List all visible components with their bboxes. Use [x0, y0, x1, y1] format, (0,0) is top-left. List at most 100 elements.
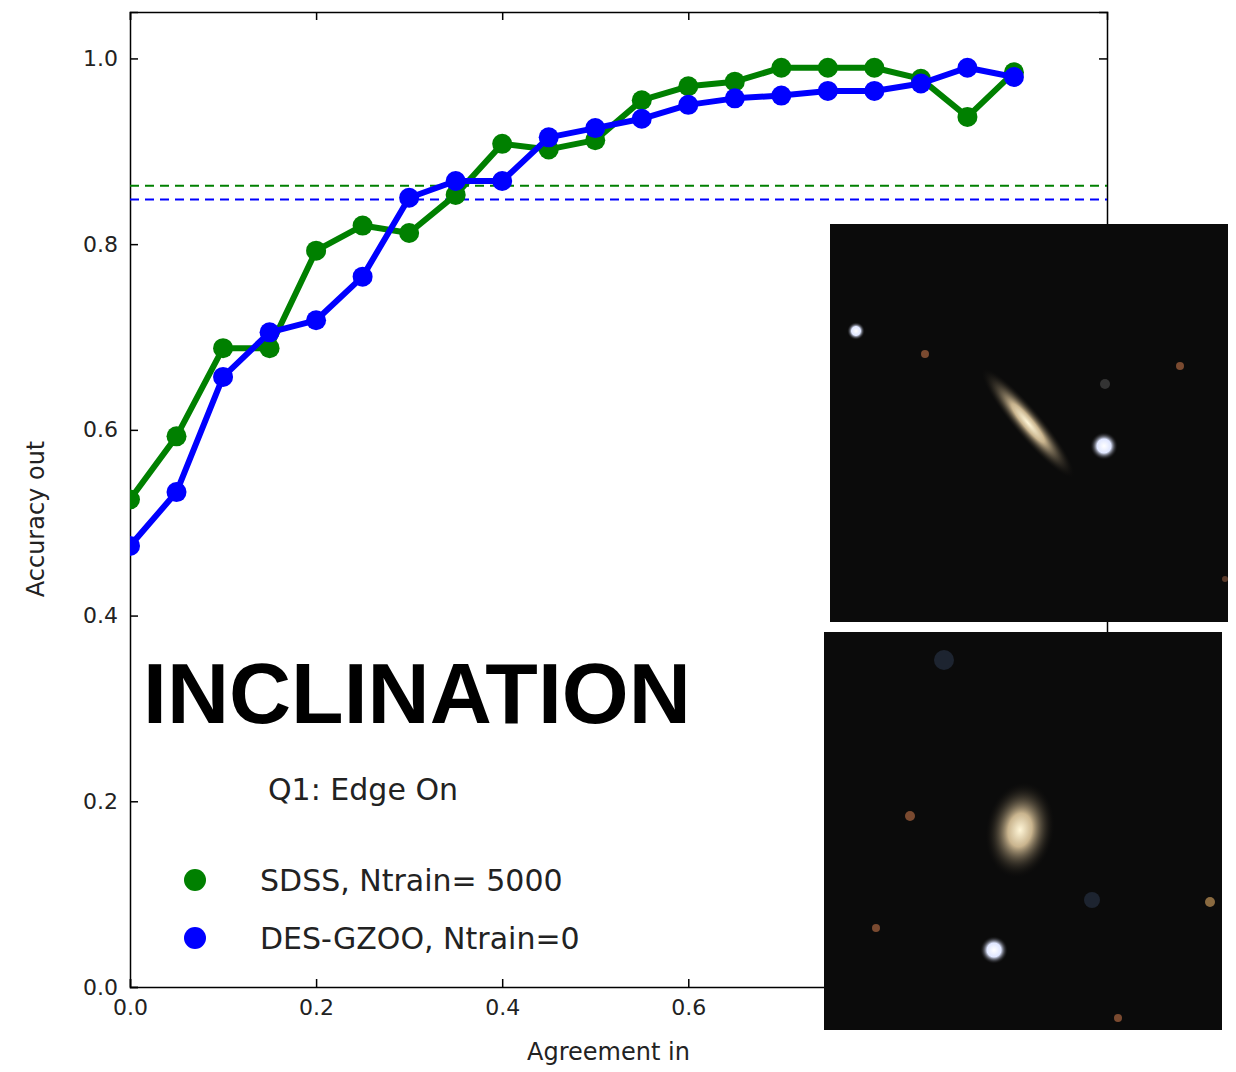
tick-mark — [502, 979, 504, 987]
marker — [818, 58, 838, 78]
tick-mark — [130, 430, 138, 432]
marker — [957, 58, 977, 78]
star — [1205, 897, 1215, 907]
marker — [213, 367, 233, 387]
y-axis-title: Accuracy out — [22, 441, 50, 598]
tick: 1.0 — [83, 46, 138, 71]
tick-label: 0.2 — [83, 789, 118, 814]
tick: 0.2 — [83, 789, 138, 814]
star — [1222, 576, 1228, 582]
marker — [585, 118, 605, 138]
tick-mark — [130, 801, 138, 803]
tick: 0.8 — [83, 232, 138, 257]
x-axis-title: Agreement in — [527, 1038, 690, 1066]
star — [1084, 892, 1100, 908]
star — [1176, 362, 1184, 370]
marker — [130, 536, 140, 556]
tick-mark — [130, 12, 132, 20]
legend-marker — [184, 927, 206, 949]
tick-label: 0.0 — [113, 995, 148, 1020]
reference-line — [130, 199, 1107, 201]
tick-mark — [130, 58, 138, 60]
tick-mark — [1099, 58, 1107, 60]
chart: 0.0 0.2 0.4 0.6 0.0 0.2 0.4 0.6 0.8 1.0 Agreement … — [0, 0, 1236, 1072]
tick-mark — [688, 12, 690, 20]
galaxy — [972, 360, 1083, 485]
marker — [306, 310, 326, 330]
star — [1100, 379, 1110, 389]
tick-mark — [130, 615, 138, 617]
marker — [492, 171, 512, 191]
marker — [353, 267, 373, 287]
image-background — [824, 632, 1222, 1030]
star — [905, 811, 915, 821]
y-axis: 0.0 0.2 0.4 0.6 0.8 1.0 — [83, 13, 138, 1000]
legend-label: DES-GZOO, Ntrain=0 — [260, 921, 580, 956]
marker — [818, 81, 838, 101]
marker — [353, 216, 373, 236]
marker — [911, 74, 931, 94]
marker — [725, 88, 745, 108]
marker — [492, 134, 512, 154]
marker — [864, 81, 884, 101]
tick-label: 0.8 — [83, 232, 118, 257]
tick-label: 0.4 — [83, 603, 118, 628]
tick-mark — [502, 12, 504, 20]
tick: 0.2 — [299, 979, 334, 1020]
tick-mark — [316, 12, 318, 20]
marker — [167, 482, 187, 502]
star — [872, 924, 880, 932]
marker — [678, 95, 698, 115]
marker — [864, 58, 884, 78]
x-axis-top — [131, 12, 1108, 20]
tick-label: 0.4 — [485, 995, 520, 1020]
marker — [399, 188, 419, 208]
tick: 0.6 — [83, 417, 138, 442]
marker — [632, 109, 652, 129]
tick — [688, 12, 689, 20]
tick-mark — [688, 979, 690, 987]
marker — [306, 241, 326, 261]
tick — [1099, 58, 1107, 59]
star — [847, 322, 865, 340]
marker — [130, 490, 140, 510]
marker — [771, 86, 791, 106]
galaxy-image — [824, 632, 1222, 1030]
tick-label: 0.6 — [83, 417, 118, 442]
legend-marker — [184, 869, 206, 891]
marker — [771, 58, 791, 78]
marker — [213, 338, 233, 358]
tick — [316, 12, 317, 20]
tick: 0.6 — [671, 979, 706, 1020]
tick-label: 0.6 — [671, 995, 706, 1020]
tick-label: 0.2 — [299, 995, 334, 1020]
marker — [167, 426, 187, 446]
galaxy — [978, 777, 1062, 883]
marker — [260, 322, 280, 342]
tick-mark — [130, 987, 138, 989]
tick-label: 1.0 — [83, 46, 118, 71]
tick-mark — [316, 979, 318, 987]
tick: 0.0 — [83, 975, 138, 1000]
star — [921, 350, 929, 358]
star — [1114, 1014, 1122, 1022]
star — [934, 650, 954, 670]
image-background — [830, 224, 1228, 622]
marker — [957, 107, 977, 127]
tick — [502, 12, 503, 20]
tick-mark — [130, 244, 138, 246]
marker — [399, 223, 419, 243]
marker — [539, 127, 559, 147]
marker — [1004, 67, 1024, 87]
marker — [446, 171, 466, 191]
marker — [632, 90, 652, 110]
tick: 0.4 — [83, 603, 138, 628]
tick-label: 0.0 — [83, 975, 118, 1000]
reference-line — [130, 185, 1107, 187]
tick — [130, 12, 131, 20]
tick: 0.4 — [485, 979, 520, 1020]
marker — [678, 76, 698, 96]
star — [1090, 432, 1118, 460]
star — [980, 936, 1008, 964]
galaxy-image — [830, 224, 1228, 622]
